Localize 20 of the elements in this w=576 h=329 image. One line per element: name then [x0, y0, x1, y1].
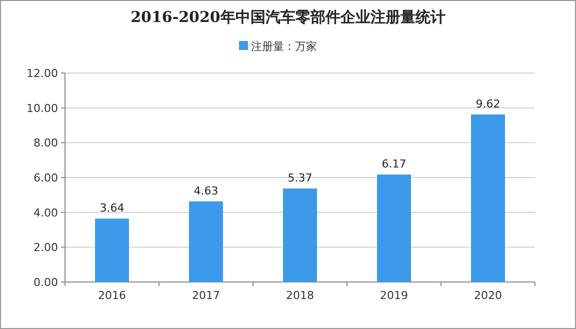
title: 2016-2020年中国汽车零部件企业注册量统计 — [130, 8, 446, 26]
data-label: 6.17 — [382, 158, 406, 171]
y-tick-label: 4.00 — [34, 206, 58, 220]
x-tick-label: 2017 — [192, 289, 220, 302]
y-tick-label: 2.00 — [34, 241, 58, 254]
legend: 注册量：万家 — [239, 40, 317, 53]
data-label: 5.37 — [288, 171, 312, 184]
x-tick-label: 2020 — [474, 289, 502, 302]
y-tick-label: 0.00 — [34, 276, 58, 289]
x-tick-label: 2018 — [286, 289, 314, 302]
data-label: 3.64 — [100, 202, 124, 215]
legend-label: 注册量：万家 — [251, 40, 317, 53]
y-tick-label: 10.00 — [26, 102, 58, 115]
x-tick-label: 2016 — [98, 289, 126, 302]
y-tick-label: 8.00 — [34, 136, 58, 150]
x-tick-label: 2019 — [380, 289, 408, 302]
y-tick-label: 12.00 — [26, 67, 58, 80]
y-tick-label: 6.00 — [34, 172, 58, 184]
data-label: 4.63 — [194, 184, 218, 198]
data-label: 9.62 — [476, 97, 500, 110]
